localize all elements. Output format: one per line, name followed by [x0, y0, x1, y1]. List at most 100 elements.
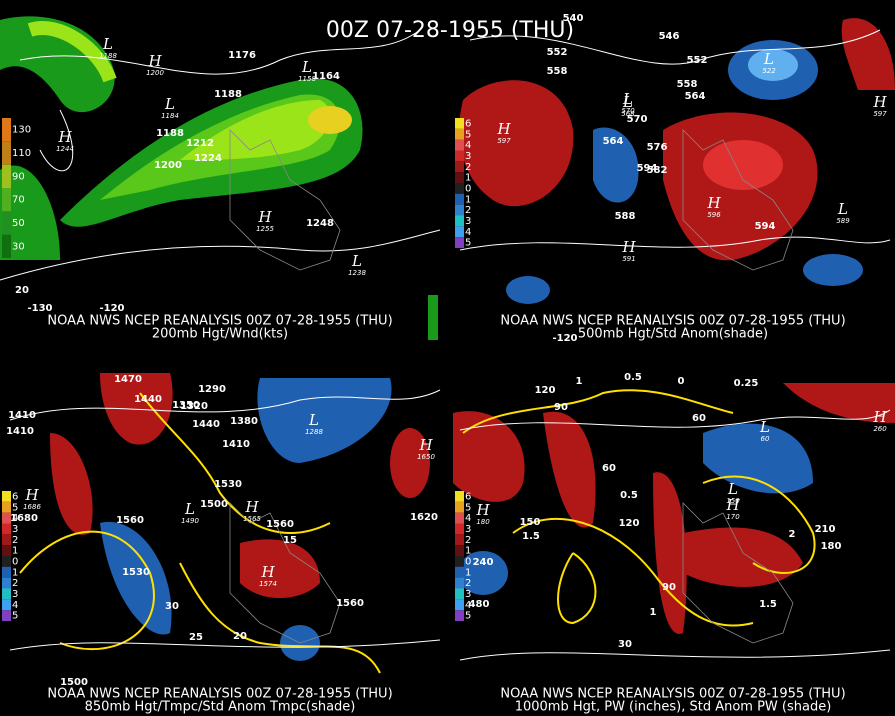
legend-label: 5: [465, 129, 471, 140]
pressure-center: L: [622, 93, 633, 111]
legend-swatch: [2, 556, 11, 567]
contour-label: 1188: [156, 128, 184, 139]
center-value: 589: [836, 217, 850, 225]
center-value: 570: [621, 107, 635, 115]
legend-label: 90: [12, 171, 25, 182]
panel-source: NOAA NWS NCEP REANALYSIS 00Z 07-28-1955 …: [500, 314, 845, 329]
contour-label: 90: [554, 402, 568, 413]
legend-swatch: [2, 577, 11, 589]
contour-label: 1500: [60, 677, 88, 688]
contour-label: 90: [662, 582, 676, 593]
panel-shading: [459, 18, 895, 304]
contour-label: 594: [755, 221, 776, 232]
legend-label: 30: [12, 241, 25, 252]
legend-swatch: [455, 545, 464, 556]
contour-label: 1.5: [759, 599, 777, 610]
contour-label: 582: [647, 165, 668, 176]
legend-label: 4: [465, 227, 471, 238]
legend-swatch: [455, 610, 464, 621]
legend-swatch: [455, 556, 464, 567]
legend-label: 4: [465, 600, 471, 611]
legend-swatch: [455, 501, 464, 513]
pressure-center: H: [872, 408, 887, 426]
contour-label: 564: [603, 136, 624, 147]
center-value: 1574: [259, 580, 277, 588]
contour-label: 1212: [186, 138, 214, 149]
contour-label: 1320: [180, 401, 208, 412]
legend-label: 1: [465, 194, 471, 205]
contour-label: 120: [619, 518, 640, 529]
contour-label: 1560: [336, 598, 364, 609]
legend-swatch: [455, 193, 464, 205]
legend-label: 5: [465, 502, 471, 513]
contour-label: 60: [692, 413, 706, 424]
map-title: 00Z 07-28-1955 (THU): [326, 18, 574, 43]
contour-label: 1380: [230, 416, 258, 427]
legend-swatch: [455, 128, 464, 140]
legend-swatch: [455, 118, 464, 129]
contour-label: 1440: [134, 394, 162, 405]
legend-label: 1: [465, 567, 471, 578]
contour-label: 1440: [192, 419, 220, 430]
legend-swatch: [2, 211, 11, 235]
center-value: 1255: [256, 225, 274, 233]
pressure-center: L: [308, 411, 319, 429]
legend-swatch: [2, 118, 11, 142]
legend-swatch: [2, 534, 11, 546]
legend-label: 3: [12, 524, 18, 535]
legend-label: 4: [465, 140, 471, 151]
legend-swatch: [455, 599, 464, 611]
legend-label: 5: [465, 238, 471, 249]
legend-swatch: [455, 183, 464, 194]
center-value: 1490: [181, 517, 199, 525]
legend-swatch: [455, 172, 464, 183]
legend-label: 4: [465, 513, 471, 524]
legend-swatch: [455, 588, 464, 600]
center-value: 522: [762, 67, 776, 75]
contour-label: 240: [473, 557, 494, 568]
panel-shading: [0, 16, 438, 340]
contour-label: 1560: [116, 515, 144, 526]
contour-label: 546: [659, 31, 680, 42]
pressure-center: H: [260, 563, 275, 581]
contour-label: -120: [99, 303, 124, 314]
contour-label: 564: [685, 91, 706, 102]
panel-source: NOAA NWS NCEP REANALYSIS 00Z 07-28-1955 …: [47, 687, 392, 702]
panel-shading: [19, 373, 430, 674]
contour-label: 0: [678, 376, 685, 387]
legend-swatch: [2, 523, 11, 535]
contour-label: 1410: [8, 410, 36, 421]
pressure-center: H: [872, 93, 887, 111]
contour-label: 570: [627, 114, 648, 125]
panel-field: 850mb Hgt/Tmpc/Std Anom Tmpc(shade): [85, 700, 356, 715]
center-value: 597: [873, 110, 887, 118]
legend-swatch: [2, 545, 11, 556]
legend-label: 110: [12, 148, 31, 159]
contour-label: 20: [15, 285, 29, 296]
contour-label: 0.5: [620, 490, 638, 501]
legend-swatch: [2, 164, 11, 188]
contour-label: 1410: [222, 439, 250, 450]
legend-swatch: [2, 234, 11, 258]
center-value: 1158: [298, 75, 316, 83]
pressure-center: H: [706, 194, 721, 212]
contour-label: 30: [165, 601, 179, 612]
center-value: 1244: [56, 145, 74, 153]
legend-swatch: [2, 588, 11, 600]
legend-swatch: [455, 215, 464, 227]
contour-label: 1530: [122, 567, 150, 578]
legend-label: 2: [12, 578, 18, 589]
legend-label: 1: [12, 567, 18, 578]
legend-swatch: [2, 188, 11, 212]
pressure-center: H: [244, 498, 259, 516]
contour-label: 1410: [6, 426, 34, 437]
contour-label: 1: [576, 376, 583, 387]
contour-label: 180: [821, 541, 842, 552]
contour-label: 1: [650, 607, 657, 618]
contour-label: 480: [469, 599, 490, 610]
legend-label: 5: [465, 611, 471, 622]
legend-label: 6: [465, 491, 471, 502]
legend-label: 0: [465, 556, 471, 567]
pressure-center: H: [475, 501, 490, 519]
